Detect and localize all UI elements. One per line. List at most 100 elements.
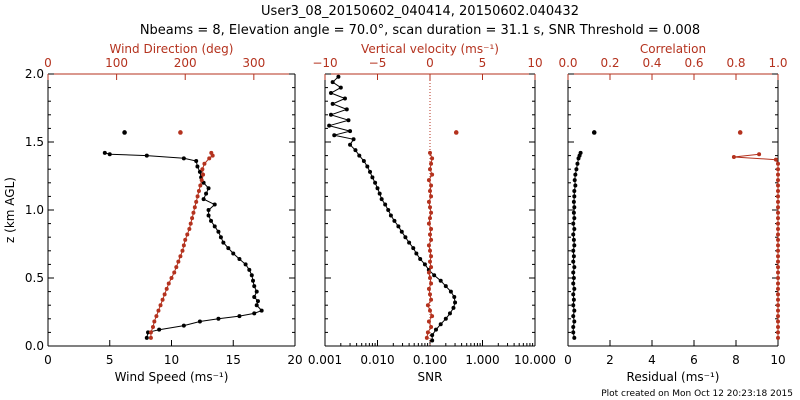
series-1-point [197,319,202,324]
top-tick-label: 0 [44,56,52,70]
series-1-point [206,213,211,218]
top-tick-label: −10 [312,56,337,70]
series-1-point [443,284,448,289]
top-axis-label: Correlation [640,42,706,56]
series-1-point [351,137,356,142]
series-2-point [429,227,434,232]
series-2-point [776,172,780,177]
series-1-point [571,259,576,264]
y-tick-label: 2.0 [25,67,44,81]
series-2-point [152,319,157,324]
top-tick-label: 0.2 [600,56,619,70]
series-1-point [432,273,437,278]
x-tick-label: 10 [770,353,785,367]
series-2-point [776,308,780,313]
y-axis-label: z (km AGL) [3,177,17,243]
series-2-point [428,292,432,297]
series-2-point [428,248,432,253]
series-2-point [428,188,432,193]
series-1-point [332,133,337,138]
series-2-point [428,167,432,172]
series-2-point [187,227,192,232]
series-1-point [407,240,412,245]
series-2-point [429,324,434,329]
series-2-point [198,183,203,188]
series-1-point [572,243,577,248]
series-1-point [403,235,408,240]
series-1-point [157,327,162,332]
series-2-point [430,314,435,319]
series-2-point [428,259,432,264]
series-2-point [424,335,429,340]
series-1-point [353,148,358,153]
series-2-point [160,297,165,302]
series-2-point [776,221,780,226]
series-1-point [144,153,149,158]
top-tick-label: 200 [174,56,197,70]
series-1-point [348,142,353,147]
series-1-point [204,191,209,196]
series-2-point [776,243,780,248]
series-2-point [429,183,434,188]
series-1-point [386,208,391,212]
series-2-point [776,183,780,188]
series-2-point [776,330,780,335]
x-tick-label: 8 [732,353,740,367]
series-1-point [571,303,576,308]
series-2-point [178,254,183,259]
series-2-point [426,270,431,275]
series-2-point [188,221,193,226]
series-2-point [194,199,199,204]
series-1-point [572,205,577,210]
top-tick-label: 0.0 [558,56,577,70]
x-tick-label: 0 [44,353,52,367]
series-2-point [164,286,169,291]
series-2-point [776,270,780,275]
series-1-point [338,85,343,90]
series-1-point [252,284,257,289]
series-2-isolated-point [737,130,743,135]
series-2-point [773,157,778,162]
top-tick-label: 5 [479,56,487,70]
series-1-point [433,327,438,332]
series-2-point [426,319,431,324]
series-2-point [429,237,434,242]
top-tick-label: 300 [242,56,265,70]
series-1-point [572,194,577,199]
series-2-point [776,314,780,319]
series-2-isolated-point [453,130,459,135]
series-1-point [231,251,236,256]
series-2-isolated-point [178,130,183,135]
series-1-point [571,237,576,242]
series-1-isolated-point [591,130,597,135]
series-1-point [571,324,576,329]
series-2-point [776,286,780,291]
series-1-point [373,180,378,185]
series-2-point [158,303,163,308]
series-2-point [185,232,190,237]
x-tick-label: 0.010 [360,353,394,367]
y-tick-label: 0.5 [25,271,44,285]
series-1-point [571,314,576,319]
series-2-point [166,281,171,286]
series-1-point [336,74,341,79]
x-tick-label: 0.001 [308,353,342,367]
series-1-point [197,169,202,174]
series-2-point [428,232,432,237]
series-1-point [346,118,351,123]
x-tick-label: 15 [226,353,241,367]
series-1-point [216,316,221,321]
x-tick-label: 1.000 [465,353,499,367]
series-2-point [776,324,780,329]
series-1-point [206,208,211,212]
series-2-point [430,172,435,177]
series-1-point [573,183,578,188]
series-1-point [342,96,347,101]
series-2-point [776,167,780,172]
series-1-point [206,186,211,191]
series-2-point [429,297,434,302]
series-1-point [368,169,373,174]
series-1-point [247,267,252,272]
series-2-point [429,254,434,259]
x-tick-label: 10.000 [514,353,556,367]
